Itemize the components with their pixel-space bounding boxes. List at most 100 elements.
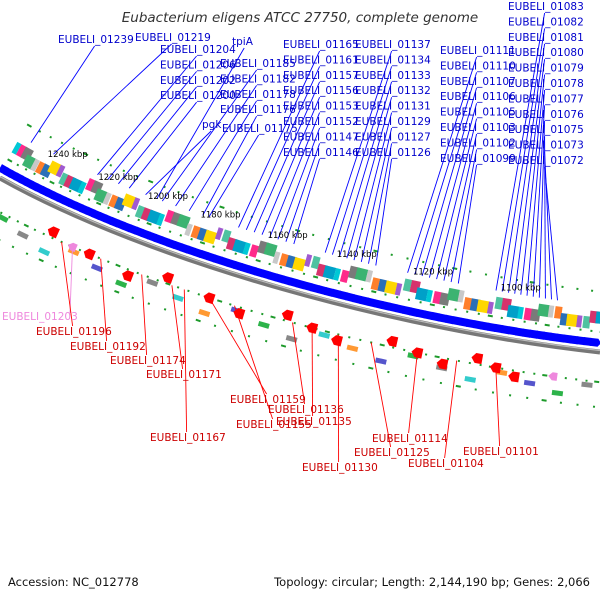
label-leader-line <box>495 367 501 447</box>
gc-tick <box>41 176 45 180</box>
label-leader-line <box>495 12 546 291</box>
gc-tick <box>590 329 593 333</box>
gc-tick <box>387 370 390 374</box>
feature-box <box>304 254 313 267</box>
feature-box <box>20 146 34 162</box>
reverse-gene-label: EUBELI_01167 <box>150 432 226 444</box>
gc-tick <box>404 374 408 378</box>
gc-tick <box>7 158 13 163</box>
forward-gene-label: EUBELI_01219 <box>135 32 211 44</box>
inner-feature-box <box>115 279 128 289</box>
forward-gene-label: EUBELI_01204 <box>160 44 236 56</box>
feature-box <box>554 306 563 319</box>
gc-tick <box>360 287 364 291</box>
feature-box <box>242 242 251 256</box>
gc-tick <box>146 221 152 226</box>
gc-tick <box>230 329 234 333</box>
gc-tick <box>38 258 44 263</box>
gc-tick <box>213 324 217 328</box>
gc-tick <box>559 401 563 404</box>
forward-gene-label: pgk <box>202 119 222 131</box>
label-leader-line <box>208 134 259 218</box>
gc-tick <box>325 278 329 282</box>
forward-gene-label: EUBELI_01200 <box>160 90 236 102</box>
gc-tick <box>33 228 37 232</box>
feature-box <box>523 307 533 321</box>
feature-box <box>55 164 66 178</box>
label-leader-line <box>171 285 184 370</box>
label-leader-line <box>285 143 321 242</box>
forward-gene-label: EUBELI_01081 <box>508 32 584 44</box>
gc-tick <box>311 233 315 237</box>
label-leader-line <box>436 118 478 280</box>
gc-tick <box>429 303 435 307</box>
feature-box <box>30 158 41 172</box>
gc-tick <box>191 195 195 199</box>
gc-tick <box>511 369 515 372</box>
label-leader-line <box>61 241 74 327</box>
gc-tick <box>223 248 226 252</box>
kbp-label: 1180 kbp <box>200 211 240 221</box>
feature-box <box>333 267 342 281</box>
forward-gene-arrow <box>589 337 600 347</box>
kbp-label: 1240 kbp <box>48 150 88 160</box>
feature-box <box>310 255 321 270</box>
label-leader-line <box>53 43 172 155</box>
gc-tick <box>348 336 351 339</box>
accession-text: Accession: NC_012778 <box>8 575 139 589</box>
gc-tick <box>406 257 409 260</box>
kbp-label: 1140 kbp <box>337 250 377 260</box>
gc-tick <box>179 234 183 237</box>
feature-box <box>102 192 112 206</box>
gc-tick <box>59 185 63 189</box>
forward-gene-label: EUBELI_01134 <box>355 54 431 66</box>
gc-tick <box>219 205 225 209</box>
gc-tick <box>136 271 139 275</box>
feature-box <box>576 315 583 328</box>
gc-tick <box>523 320 526 323</box>
gc-tick <box>407 298 411 301</box>
gc-tick <box>72 147 76 150</box>
gc-tick <box>16 220 20 223</box>
forward-gene-label: EUBELI_01083 <box>508 1 584 13</box>
reverse-gene-arrow <box>386 335 399 348</box>
gc-tick <box>576 403 579 406</box>
label-leader-layer <box>30 12 558 463</box>
gc-tick <box>546 283 549 286</box>
feature-box <box>582 315 591 329</box>
label-leader-line <box>161 69 257 202</box>
gc-tick <box>78 248 82 252</box>
gc-tick <box>68 189 72 193</box>
reverse-gene-arrow <box>331 335 343 347</box>
reverse-gene-label: EUBELI_01159 <box>230 394 306 406</box>
label-leader-line <box>183 289 188 433</box>
gc-tick <box>422 260 425 264</box>
gc-tick <box>419 301 422 304</box>
gc-tick <box>78 193 81 197</box>
forward-gene-label: EUBELI_01126 <box>355 147 431 159</box>
forward-gene-label: EUBELI_01073 <box>508 140 584 152</box>
gc-tick <box>234 252 237 255</box>
gc-tick <box>165 282 171 286</box>
gc-tick <box>446 357 450 361</box>
label-leader-line <box>202 115 257 216</box>
gc-tick <box>575 378 578 381</box>
inner-feature-box <box>551 389 564 397</box>
gc-tick <box>334 358 338 361</box>
gc-tick <box>576 287 579 291</box>
label-leader-line <box>107 71 197 180</box>
label-leader-line <box>444 360 458 459</box>
inner-feature-box <box>198 308 211 318</box>
gc-tick <box>109 163 113 167</box>
forward-gene-label: EUBELI_01161 <box>283 54 359 66</box>
feature-box <box>11 141 22 155</box>
feature-box <box>292 256 306 272</box>
gc-tick <box>568 327 571 330</box>
label-leader-line <box>311 327 314 417</box>
forward-gene-label: EUBELI_01076 <box>508 109 584 121</box>
genome-backbone-highlight <box>0 175 600 352</box>
label-leader-line <box>141 274 148 356</box>
gc-tick <box>454 308 457 311</box>
label-leader-line <box>324 50 393 253</box>
